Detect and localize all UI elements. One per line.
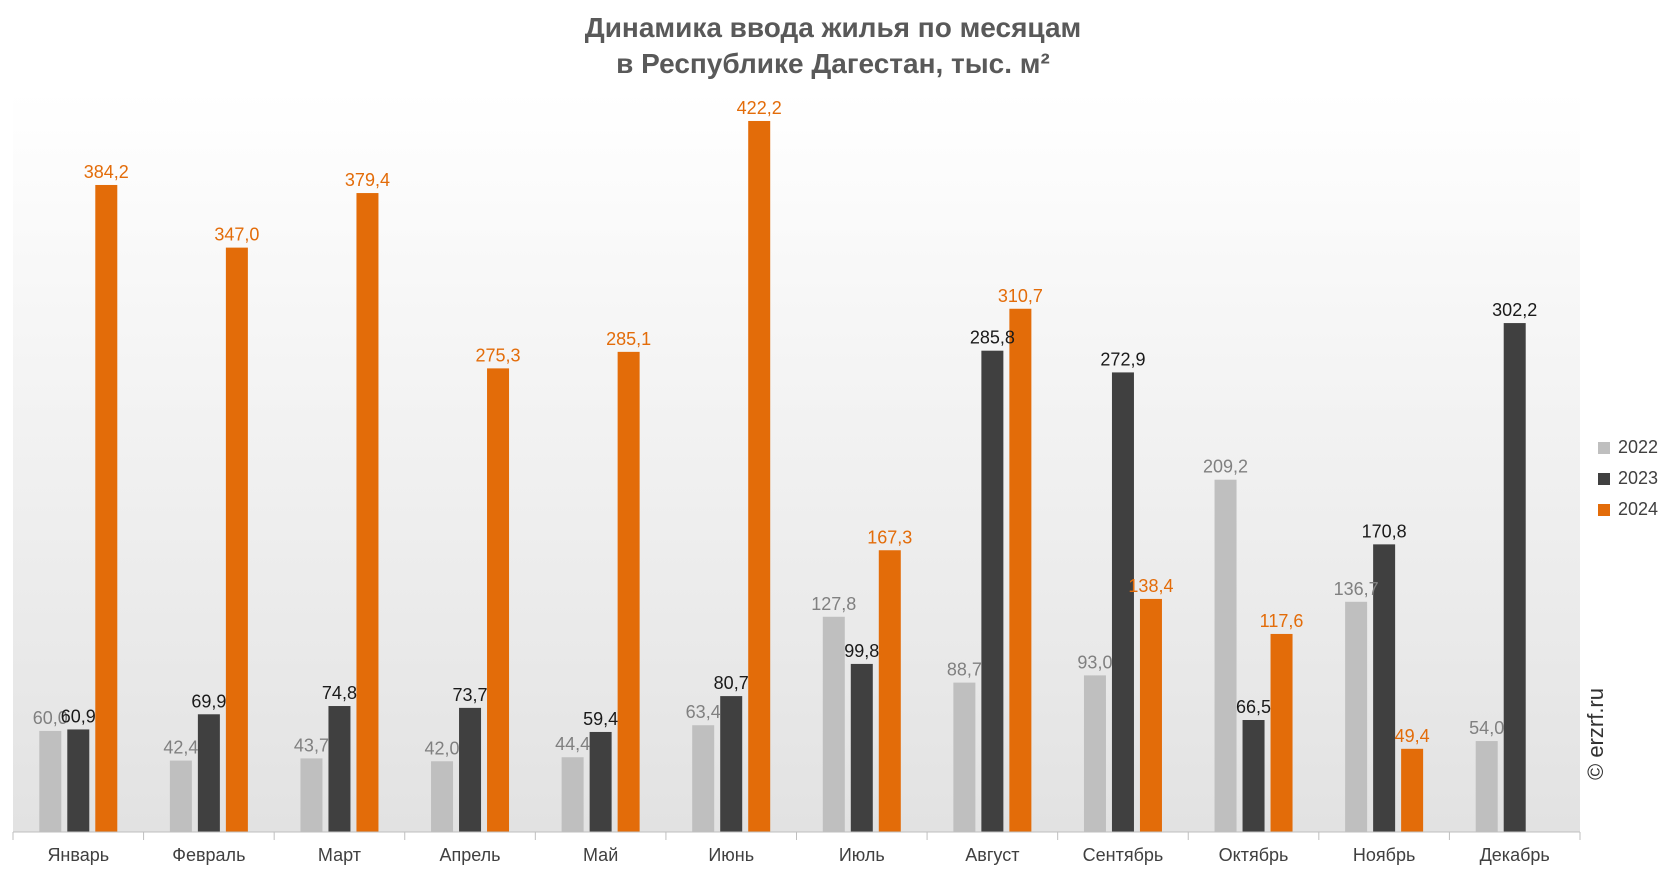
bar-2022 — [822, 616, 845, 832]
data-label-2024: 138,4 — [1128, 576, 1173, 596]
legend: 2022 2023 2024 — [1598, 432, 1658, 525]
bar-2023 — [328, 706, 351, 832]
data-label-2023: 74,8 — [322, 683, 357, 703]
data-label-2023: 99,8 — [844, 641, 879, 661]
legend-item-2023: 2023 — [1598, 463, 1658, 494]
bar-2023 — [1111, 372, 1134, 832]
bar-2024 — [487, 368, 510, 832]
legend-item-2022: 2022 — [1598, 432, 1658, 463]
bar-2023 — [720, 696, 743, 832]
data-label-2022: 42,0 — [425, 738, 460, 758]
data-label-2024: 285,1 — [606, 329, 651, 349]
x-tick-label: Август — [965, 845, 1019, 865]
data-label-2024: 167,3 — [867, 527, 912, 547]
bar-2024 — [617, 351, 640, 832]
bar-2023 — [589, 731, 612, 832]
x-tick-label: Февраль — [172, 845, 245, 865]
bar-2022 — [1214, 479, 1237, 832]
legend-swatch-2024 — [1598, 503, 1610, 516]
bar-2022 — [953, 682, 976, 832]
data-label-2023: 80,7 — [714, 673, 749, 693]
bar-2024 — [878, 550, 901, 832]
bar-2023 — [1242, 720, 1265, 832]
bar-2023 — [850, 663, 873, 832]
x-tick-label: Ноябрь — [1353, 845, 1415, 865]
watermark: © erzrf.ru — [1583, 688, 1608, 780]
chart-title-line2: в Республике Дагестан, тыс. м² — [616, 48, 1050, 79]
data-label-2023: 170,8 — [1362, 521, 1407, 541]
data-label-2023: 69,9 — [191, 691, 226, 711]
x-tick-label: Сентябрь — [1083, 845, 1164, 865]
bar-2022 — [1475, 741, 1498, 832]
data-label-2022: 63,4 — [686, 702, 721, 722]
bar-2024 — [1139, 598, 1162, 832]
bar-2024 — [95, 184, 118, 832]
data-label-2022: 44,4 — [555, 734, 590, 754]
data-label-2022: 88,7 — [947, 660, 982, 680]
data-label-2022: 42,4 — [163, 738, 198, 758]
data-label-2022: 209,2 — [1203, 457, 1248, 477]
bar-2023 — [67, 729, 90, 832]
x-tick-label: Март — [318, 845, 361, 865]
bar-2022 — [692, 725, 715, 832]
data-label-2024: 347,0 — [214, 225, 259, 245]
bar-2022 — [1345, 601, 1368, 832]
bar-2023 — [459, 707, 482, 832]
data-label-2022: 54,0 — [1469, 718, 1504, 738]
plot-area — [13, 91, 1580, 832]
x-tick-label: Июнь — [708, 845, 754, 865]
data-label-2023: 60,9 — [61, 706, 96, 726]
data-label-2023: 272,9 — [1100, 349, 1145, 369]
data-label-2022: 93,0 — [1077, 652, 1112, 672]
data-label-2023: 59,4 — [583, 709, 618, 729]
legend-swatch-2023 — [1598, 472, 1610, 485]
bar-2023 — [1503, 323, 1526, 832]
bar-2022 — [39, 730, 62, 832]
data-label-2022: 127,8 — [811, 594, 856, 614]
data-label-2024: 384,2 — [84, 162, 129, 182]
legend-label-2022: 2022 — [1618, 437, 1659, 457]
legend-label-2024: 2024 — [1618, 499, 1659, 519]
bar-2024 — [1009, 308, 1032, 833]
data-label-2024: 422,2 — [737, 98, 782, 118]
x-tick-label: Апрель — [440, 845, 501, 865]
bar-2022 — [169, 760, 192, 832]
bar-2022 — [300, 758, 323, 832]
chart-title-line1: Динамика ввода жилья по месяцам — [584, 12, 1082, 43]
bar-2024 — [748, 120, 771, 833]
x-tick-label: Январь — [47, 845, 109, 865]
legend-label-2023: 2023 — [1618, 468, 1659, 488]
data-label-2023: 66,5 — [1236, 697, 1271, 717]
bar-2023 — [197, 714, 220, 832]
bar-2022 — [431, 761, 454, 832]
bar-2024 — [356, 193, 379, 832]
x-tick-label: Декабрь — [1480, 845, 1550, 865]
bar-2024 — [1401, 748, 1424, 832]
bar-2023 — [981, 350, 1004, 832]
data-label-2023: 73,7 — [453, 685, 488, 705]
data-label-2022: 43,7 — [294, 735, 329, 755]
x-tick-label: Октябрь — [1219, 845, 1289, 865]
bar-2022 — [1083, 675, 1106, 832]
data-label-2024: 379,4 — [345, 170, 390, 190]
data-label-2024: 117,6 — [1260, 611, 1304, 631]
data-label-2023: 285,8 — [970, 328, 1015, 348]
legend-item-2024: 2024 — [1598, 494, 1658, 525]
bar-2024 — [225, 247, 248, 832]
chart-title: Динамика ввода жилья по месяцам в Респуб… — [0, 10, 1666, 82]
bar-2022 — [561, 757, 584, 832]
legend-swatch-2022 — [1598, 441, 1610, 454]
data-label-2022: 60,0 — [33, 708, 68, 728]
bar-2024 — [1270, 633, 1293, 832]
data-label-2023: 302,2 — [1492, 300, 1537, 320]
data-label-2024: 310,7 — [998, 286, 1043, 306]
bar-2023 — [1373, 544, 1396, 832]
x-tick-label: Июль — [839, 845, 885, 865]
data-label-2024: 275,3 — [476, 345, 521, 365]
x-tick-label: Май — [583, 845, 618, 865]
data-label-2022: 136,7 — [1334, 579, 1379, 599]
data-label-2024: 49,4 — [1395, 726, 1430, 746]
